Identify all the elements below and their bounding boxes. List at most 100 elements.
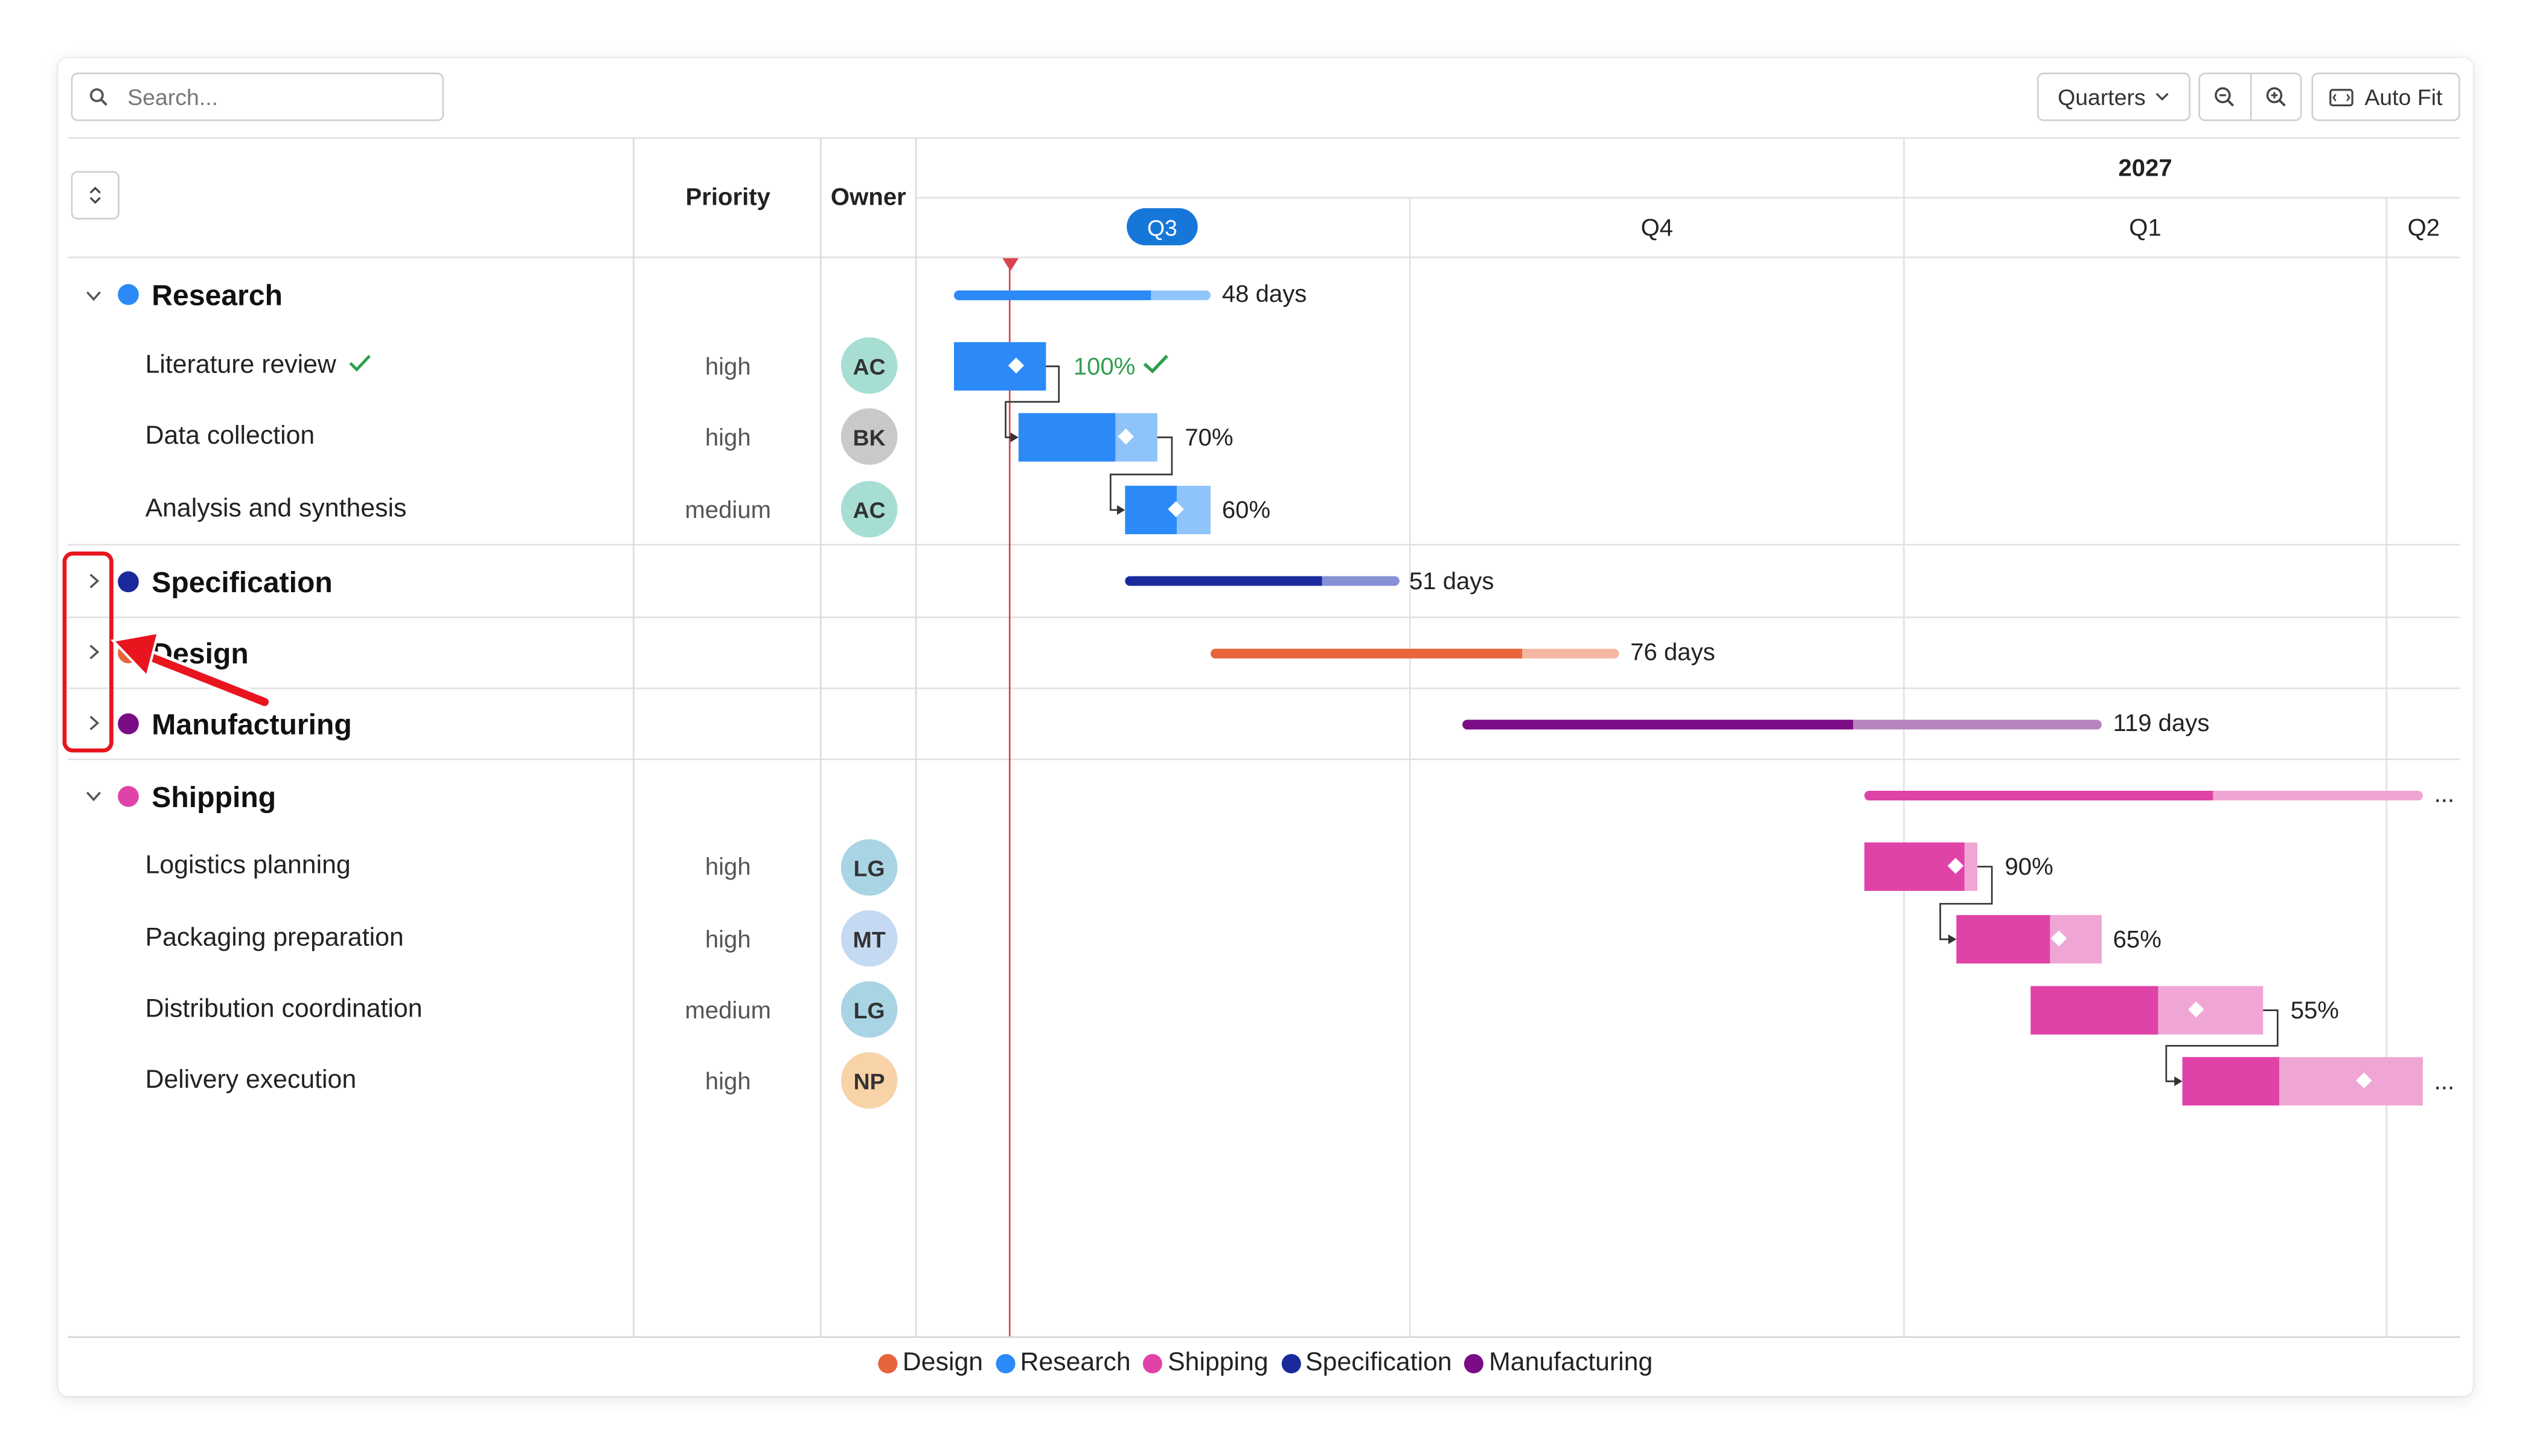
today-line bbox=[1008, 258, 1011, 1336]
group-label-research[interactable]: Research bbox=[152, 279, 283, 311]
task-label[interactable]: Packaging preparation bbox=[145, 924, 404, 953]
legend-label: Manufacturing bbox=[1489, 1349, 1653, 1377]
manufacturing-duration-label: 119 days bbox=[2113, 710, 2210, 738]
avatar[interactable]: AC bbox=[840, 337, 898, 394]
legend: Design Research Shipping Specification M… bbox=[58, 1349, 2473, 1378]
expand-collapse-all-button[interactable] bbox=[71, 171, 120, 220]
research-summary-bar[interactable] bbox=[954, 290, 1211, 301]
legend-item-shipping[interactable]: Shipping bbox=[1144, 1349, 1269, 1378]
task-bar[interactable] bbox=[1956, 915, 2102, 964]
research-summary-progress bbox=[954, 290, 1151, 301]
task-name: Literature review bbox=[145, 351, 336, 380]
legend-label: Research bbox=[1020, 1349, 1131, 1377]
avatar[interactable]: LG bbox=[840, 839, 898, 896]
task-progress-label: ... bbox=[2434, 1068, 2455, 1096]
chevron-down-icon bbox=[86, 290, 101, 301]
auto-fit-button[interactable]: Auto Fit bbox=[2311, 72, 2460, 121]
task-label[interactable]: Literature review bbox=[146, 352, 371, 381]
task-progress-label: 65% bbox=[2113, 926, 2161, 954]
specification-duration-label: 51 days bbox=[1409, 568, 1494, 596]
avatar[interactable]: LG bbox=[840, 981, 898, 1038]
task-bar[interactable] bbox=[2182, 1057, 2423, 1106]
zoom-group bbox=[2198, 72, 2302, 121]
avatar[interactable]: AC bbox=[840, 481, 898, 538]
annotation-arrow bbox=[110, 631, 272, 710]
legend-item-manufacturing[interactable]: Manufacturing bbox=[1465, 1349, 1653, 1378]
manufacturing-summary-bar[interactable] bbox=[1462, 720, 2102, 730]
chevron-down-icon bbox=[2156, 92, 2169, 101]
avatar[interactable]: BK bbox=[840, 408, 898, 465]
legend-item-specification[interactable]: Specification bbox=[1281, 1349, 1452, 1378]
annotation-overlay bbox=[62, 551, 272, 753]
search-input[interactable] bbox=[124, 82, 421, 112]
task-label[interactable]: Delivery execution bbox=[145, 1067, 357, 1094]
task-label[interactable]: Data collection bbox=[145, 423, 315, 450]
chevron-down-icon bbox=[86, 791, 101, 800]
avatar[interactable]: MT bbox=[840, 910, 898, 967]
search-box[interactable] bbox=[71, 72, 444, 121]
group-label-specification[interactable]: Specification bbox=[152, 566, 333, 599]
specification-color-dot bbox=[118, 571, 139, 593]
search-icon bbox=[89, 88, 107, 106]
chevron-right-icon bbox=[89, 645, 99, 660]
time-scale-label: Quarters bbox=[2058, 84, 2146, 110]
time-scale-dropdown[interactable]: Quarters bbox=[2037, 72, 2190, 121]
task-progress-fill bbox=[1864, 842, 1965, 891]
task-progress-label: 70% bbox=[1185, 424, 1234, 452]
task-progress-label: 90% bbox=[2005, 854, 2053, 881]
design-expand-toggle[interactable] bbox=[81, 639, 107, 665]
design-summary-bar[interactable] bbox=[1211, 648, 1619, 659]
group-label-manufacturing[interactable]: Manufacturing bbox=[152, 708, 352, 741]
zoom-out-button[interactable] bbox=[2200, 74, 2251, 120]
quarter-q1[interactable]: Q1 bbox=[2129, 214, 2161, 243]
auto-fit-label: Auto Fit bbox=[2364, 84, 2443, 110]
priority-column-header[interactable]: Priority bbox=[685, 184, 770, 212]
task-progress-fill bbox=[2182, 1057, 2279, 1106]
task-label[interactable]: Logistics planning bbox=[145, 852, 351, 880]
task-progress-fill bbox=[1956, 915, 2050, 964]
task-bar[interactable] bbox=[1864, 842, 1978, 891]
task-bar[interactable] bbox=[1125, 485, 1211, 534]
shipping-summary-bar[interactable] bbox=[1864, 791, 2423, 801]
progress-value: 100% bbox=[1073, 353, 1136, 381]
zoom-out-icon bbox=[2215, 87, 2235, 107]
chevron-right-icon bbox=[89, 573, 99, 589]
legend-label: Design bbox=[902, 1349, 984, 1377]
priority-cell: high bbox=[705, 424, 751, 452]
manufacturing-expand-toggle[interactable] bbox=[81, 710, 107, 736]
quarter-q3-current[interactable]: Q3 bbox=[1127, 208, 1198, 246]
shipping-collapse-toggle[interactable] bbox=[81, 783, 107, 809]
task-bar[interactable] bbox=[1018, 413, 1157, 462]
task-label[interactable]: Analysis and synthesis bbox=[145, 495, 407, 523]
zoom-in-button[interactable] bbox=[2251, 74, 2300, 120]
task-progress-label: 100% bbox=[1073, 353, 1168, 381]
specification-summary-progress bbox=[1125, 576, 1322, 586]
priority-cell: high bbox=[705, 353, 751, 381]
quarter-q2[interactable]: Q2 bbox=[2407, 214, 2440, 243]
priority-cell: high bbox=[705, 926, 751, 954]
legend-item-research[interactable]: Research bbox=[996, 1349, 1131, 1378]
priority-cell: high bbox=[705, 1068, 751, 1096]
legend-item-design[interactable]: Design bbox=[878, 1349, 983, 1378]
group-label-shipping[interactable]: Shipping bbox=[152, 781, 277, 814]
avatar[interactable]: NP bbox=[840, 1052, 898, 1109]
task-progress-label: 60% bbox=[1221, 497, 1271, 525]
research-dependency-arrows bbox=[1005, 365, 1173, 515]
specification-summary-bar[interactable] bbox=[1125, 576, 1400, 586]
task-bar[interactable] bbox=[954, 342, 1046, 391]
gantt-card: Quarters bbox=[58, 58, 2473, 1396]
owner-column-header[interactable]: Owner bbox=[830, 184, 906, 212]
task-bar[interactable] bbox=[2030, 986, 2264, 1035]
priority-cell: high bbox=[705, 854, 751, 881]
research-collapse-toggle[interactable] bbox=[81, 283, 107, 308]
task-label[interactable]: Distribution coordination bbox=[145, 995, 423, 1023]
legend-label: Specification bbox=[1305, 1349, 1452, 1377]
shipping-overflow-label: ... bbox=[2434, 781, 2455, 809]
research-duration-label: 48 days bbox=[1221, 281, 1307, 308]
annotation-highlight-box bbox=[62, 551, 114, 753]
quarter-q4[interactable]: Q4 bbox=[1640, 214, 1674, 243]
task-progress-label: 55% bbox=[2290, 997, 2339, 1025]
task-progress-fill bbox=[2030, 986, 2158, 1035]
specification-expand-toggle[interactable] bbox=[81, 568, 107, 594]
legend-dot bbox=[878, 1354, 898, 1374]
